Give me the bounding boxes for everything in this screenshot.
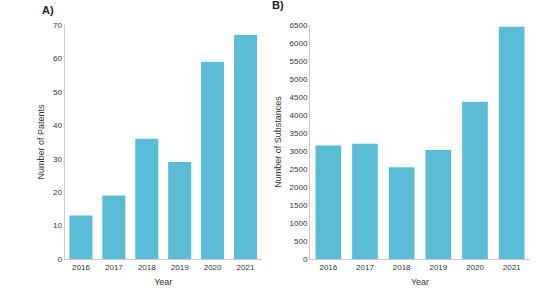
svg-text:B): B): [272, 0, 284, 11]
svg-text:50: 50: [53, 88, 62, 97]
svg-text:Number of Patents: Number of Patents: [36, 104, 46, 180]
svg-text:4500: 4500: [290, 93, 308, 102]
svg-text:0: 0: [57, 255, 62, 264]
svg-text:2016: 2016: [319, 263, 337, 272]
svg-text:Year: Year: [411, 277, 429, 287]
svg-text:2019: 2019: [171, 263, 189, 272]
svg-text:30: 30: [53, 155, 62, 164]
svg-text:5500: 5500: [290, 57, 308, 66]
svg-text:2020: 2020: [204, 263, 222, 272]
svg-text:2018: 2018: [138, 263, 156, 272]
svg-text:2019: 2019: [429, 263, 447, 272]
svg-text:A): A): [42, 4, 54, 16]
svg-text:Number of Substances: Number of Substances: [273, 96, 283, 188]
svg-text:6500: 6500: [290, 21, 308, 30]
svg-text:Year: Year: [154, 277, 172, 287]
svg-text:2000: 2000: [290, 183, 308, 192]
svg-text:2021: 2021: [503, 263, 521, 272]
svg-text:3500: 3500: [290, 129, 308, 138]
svg-text:20: 20: [53, 188, 62, 197]
svg-text:4000: 4000: [290, 111, 308, 120]
svg-text:2016: 2016: [72, 263, 90, 272]
svg-text:5000: 5000: [290, 75, 308, 84]
svg-text:70: 70: [53, 21, 62, 30]
svg-text:3000: 3000: [290, 147, 308, 156]
svg-text:6000: 6000: [290, 39, 308, 48]
svg-text:0: 0: [303, 255, 308, 264]
svg-text:2017: 2017: [356, 263, 374, 272]
svg-text:2018: 2018: [393, 263, 411, 272]
svg-text:1500: 1500: [290, 201, 308, 210]
svg-text:2021: 2021: [237, 263, 255, 272]
svg-text:10: 10: [53, 221, 62, 230]
svg-text:2500: 2500: [290, 165, 308, 174]
svg-text:2020: 2020: [466, 263, 484, 272]
svg-text:40: 40: [53, 121, 62, 130]
svg-text:2017: 2017: [105, 263, 123, 272]
svg-text:60: 60: [53, 54, 62, 63]
svg-text:1000: 1000: [290, 219, 308, 228]
svg-text:500: 500: [294, 237, 308, 246]
